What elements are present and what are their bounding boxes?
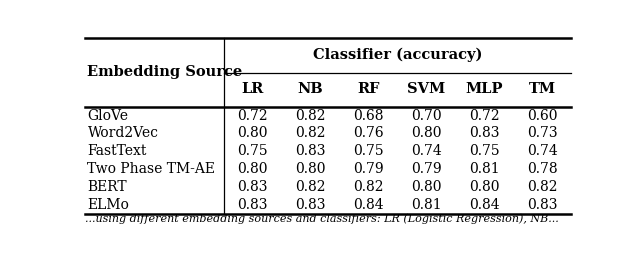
Text: 0.80: 0.80 [411,180,442,194]
Text: Classifier (accuracy): Classifier (accuracy) [313,48,482,62]
Text: 0.73: 0.73 [527,126,557,141]
Text: ELMo: ELMo [88,198,129,212]
Text: 0.74: 0.74 [411,144,442,158]
Text: FastText: FastText [88,144,147,158]
Text: GloVe: GloVe [88,109,129,123]
Text: 0.82: 0.82 [353,180,384,194]
Text: 0.80: 0.80 [469,180,499,194]
Text: TM: TM [529,82,556,96]
Text: 0.80: 0.80 [296,162,326,176]
Text: 0.82: 0.82 [296,126,326,141]
Text: 0.84: 0.84 [353,198,384,212]
Text: 0.76: 0.76 [353,126,384,141]
Text: 0.75: 0.75 [469,144,500,158]
Text: MLP: MLP [465,82,503,96]
Text: 0.68: 0.68 [353,109,384,123]
Text: 0.79: 0.79 [353,162,384,176]
Text: 0.83: 0.83 [527,198,557,212]
Text: 0.82: 0.82 [296,180,326,194]
Text: 0.79: 0.79 [411,162,442,176]
Text: 0.84: 0.84 [469,198,500,212]
Text: RF: RF [357,82,380,96]
Text: BERT: BERT [88,180,127,194]
Text: 0.80: 0.80 [237,162,268,176]
Text: 0.80: 0.80 [237,126,268,141]
Text: 0.82: 0.82 [296,109,326,123]
Text: 0.70: 0.70 [411,109,442,123]
Text: 0.83: 0.83 [296,144,326,158]
Text: 0.78: 0.78 [527,162,557,176]
Text: LR: LR [241,82,264,96]
Text: 0.81: 0.81 [469,162,500,176]
Text: 0.60: 0.60 [527,109,557,123]
Text: SVM: SVM [407,82,445,96]
Text: 0.82: 0.82 [527,180,557,194]
Text: Two Phase TM-AE: Two Phase TM-AE [88,162,216,176]
Text: 0.83: 0.83 [296,198,326,212]
Text: 0.75: 0.75 [353,144,384,158]
Text: 0.83: 0.83 [469,126,499,141]
Text: NB: NB [298,82,323,96]
Text: 0.83: 0.83 [237,180,268,194]
Text: 0.75: 0.75 [237,144,268,158]
Text: 0.80: 0.80 [411,126,442,141]
Text: 0.72: 0.72 [237,109,268,123]
Text: ...using different embedding sources and classifiers: LR (Logistic Regression), : ...using different embedding sources and… [85,213,559,224]
Text: 0.74: 0.74 [527,144,557,158]
Text: 0.83: 0.83 [237,198,268,212]
Text: 0.81: 0.81 [411,198,442,212]
Text: 0.72: 0.72 [469,109,500,123]
Text: Embedding Source: Embedding Source [88,65,243,79]
Text: Word2Vec: Word2Vec [88,126,159,141]
